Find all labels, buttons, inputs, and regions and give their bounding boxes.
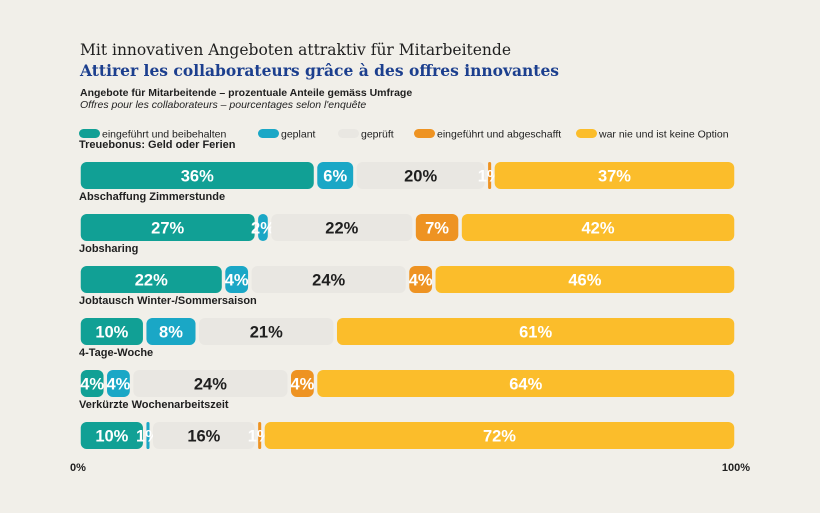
bar-segment [258, 214, 268, 241]
legend-swatch [258, 129, 279, 138]
bar-segment [133, 370, 288, 397]
legend-label: eingeführt und abgeschafft [437, 129, 561, 141]
bar-segment [461, 214, 735, 241]
data-label: 42% [582, 220, 615, 238]
bar-segment [199, 318, 334, 345]
legend-swatch [338, 129, 359, 138]
chart-subtitle: Attirer les collaborateurs grâce à des o… [80, 61, 560, 80]
bar-segment [80, 370, 104, 397]
data-label: 61% [519, 324, 552, 342]
bar-segment [317, 370, 735, 397]
data-label: 24% [194, 376, 227, 394]
legend-label: eingeführt und beibehalten [102, 129, 227, 141]
chart-row: Jobtausch Winter-/Sommersaison 10% 8% 21% 61… [79, 295, 735, 345]
data-label: 24% [312, 272, 345, 290]
data-label: 20% [404, 168, 437, 186]
legend-item: eingeführt und abgeschafft [414, 129, 561, 141]
category-label: Jobtausch Winter-/Sommersaison [79, 295, 257, 307]
legend-label: geplant [281, 129, 316, 141]
bar-segment [258, 422, 262, 449]
chart-note-fr: Offres pour les collaborateurs – pourcen… [80, 99, 367, 111]
bar-segment [415, 214, 459, 241]
category-label: Abschaffung Zimmerstunde [79, 191, 225, 203]
data-label: 22% [325, 220, 358, 238]
data-label: 4% [290, 376, 314, 394]
bar-segment [80, 318, 143, 345]
legend-item: war nie und ist keine Option [576, 129, 729, 141]
data-label: 10% [95, 324, 128, 342]
chart-row: Jobsharing 22% 4% 24% 4% 46% [79, 243, 735, 293]
data-label: 72% [483, 428, 516, 446]
bar-segment [290, 370, 314, 397]
category-label: Verkürzte Wochenarbeitszeit [79, 399, 229, 411]
legend-swatch [576, 129, 597, 138]
data-label: 22% [135, 272, 168, 290]
bar-segment [80, 266, 222, 293]
data-label: 6% [323, 168, 347, 186]
data-label: 21% [250, 324, 283, 342]
bar-segment [271, 214, 413, 241]
legend-item: eingeführt und beibehalten [79, 129, 227, 141]
bar-segment [336, 318, 735, 345]
data-label: 36% [181, 168, 214, 186]
data-label: 8% [159, 324, 183, 342]
legend-label: war nie und ist keine Option [598, 129, 729, 141]
bar-segment [80, 162, 314, 189]
bar-segment [264, 422, 735, 449]
category-label: Treuebonus: Geld oder Ferien [79, 139, 236, 151]
bar-segment [356, 162, 485, 189]
data-label: 10% [95, 428, 128, 446]
data-label: 4% [225, 272, 249, 290]
x-tick-label: 0% [70, 462, 86, 474]
bar-segment [80, 214, 255, 241]
bar-segment [107, 370, 130, 397]
bar-segment [225, 266, 249, 293]
bar-segment [317, 162, 354, 189]
legend-swatch [414, 129, 435, 138]
data-label: 2% [251, 220, 275, 238]
category-label: 4-Tage-Woche [79, 347, 153, 359]
bar-segment [494, 162, 735, 189]
data-label: 46% [568, 272, 601, 290]
bar-segment [409, 266, 433, 293]
bar-segment [153, 422, 255, 449]
bar-segment [146, 318, 196, 345]
data-label: 27% [151, 220, 184, 238]
chart-row: Abschaffung Zimmerstunde 27% 2% 22% 7% 42% [79, 191, 735, 241]
bar-segment [488, 162, 492, 189]
legend-item: geprüft [338, 129, 394, 141]
bar-segment [146, 422, 150, 449]
bar-segment [251, 266, 406, 293]
data-label: 64% [509, 376, 542, 394]
legend-item: geplant [258, 129, 316, 141]
bar-segment [435, 266, 735, 293]
data-label: 4% [106, 376, 130, 394]
legend-label: geprüft [361, 129, 394, 141]
chart-note-de: Angebote für Mitarbeitende – prozentuale… [80, 87, 413, 99]
data-label: 37% [598, 168, 631, 186]
x-tick-label: 100% [722, 462, 750, 474]
chart-title: Mit innovativen Angeboten attraktiv für … [80, 41, 512, 59]
legend-swatch [79, 129, 100, 138]
data-label: 4% [80, 376, 104, 394]
data-label: 16% [187, 428, 220, 446]
data-label: 4% [409, 272, 433, 290]
bar-segment [80, 422, 143, 449]
category-label: Jobsharing [79, 243, 138, 255]
data-label: 7% [425, 220, 449, 238]
